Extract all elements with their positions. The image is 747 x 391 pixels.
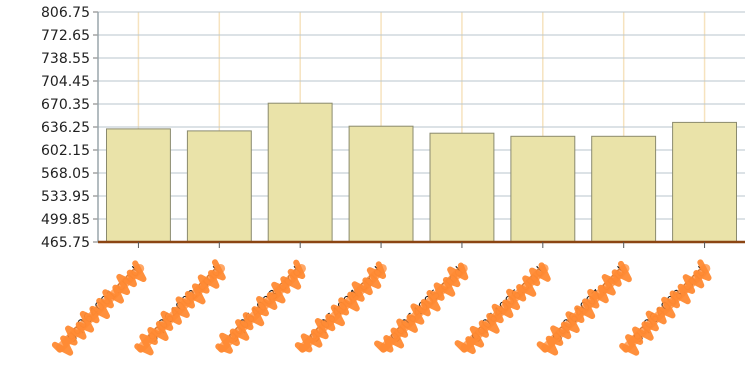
axes — [93, 11, 745, 248]
label-scribble-core — [541, 263, 630, 353]
y-tick-label: 636.25 — [41, 120, 90, 136]
label-scribble-core — [56, 263, 145, 353]
bar-2 — [186, 130, 252, 243]
y-tick-label: 704.45 — [41, 74, 90, 90]
y-tick-label: 738.55 — [41, 51, 90, 67]
label-scribble-core — [622, 263, 711, 353]
label-scribble-core — [460, 263, 549, 353]
y-tick-label: 533.95 — [41, 189, 90, 205]
x-tick-label-group: gq064007.cmd — [536, 260, 632, 356]
label-scribble-core — [136, 263, 226, 353]
bar-3 — [267, 102, 333, 243]
y-tick-label: 499.85 — [41, 212, 90, 228]
x-tick-label-group: gq064008.cmd — [619, 259, 712, 356]
x-tick-labels: gq064001.cmd gq064002.cmd gq064003.cmd gq06… — [51, 259, 712, 356]
label-scribble-core — [217, 263, 306, 353]
y-tick-label: 465.75 — [41, 235, 90, 251]
y-tick-label: 806.75 — [41, 5, 90, 21]
bar-1 — [106, 128, 171, 243]
bar-6 — [510, 135, 576, 243]
x-tick-label-group: gq064002.cmd — [134, 259, 226, 356]
label-scribble-core — [298, 263, 387, 353]
bar-4 — [348, 125, 414, 243]
bars — [106, 102, 737, 243]
y-tick-label: 568.05 — [41, 166, 90, 182]
y-tick-labels: 465.75 499.85 533.95 568.05 602.15 636.25 670.… — [41, 5, 90, 251]
x-tick-label-group: gq064001.cmd — [51, 260, 147, 356]
bar-8 — [672, 121, 737, 243]
label-scribble-core — [379, 263, 468, 353]
x-tick-label-group: gq064003.cmd — [215, 259, 306, 354]
y-tick-label: 772.65 — [41, 28, 90, 44]
y-tick-label: 602.15 — [41, 143, 90, 159]
bar-7 — [591, 135, 657, 243]
bar-5 — [429, 132, 495, 243]
y-tick-label: 670.35 — [41, 97, 90, 113]
